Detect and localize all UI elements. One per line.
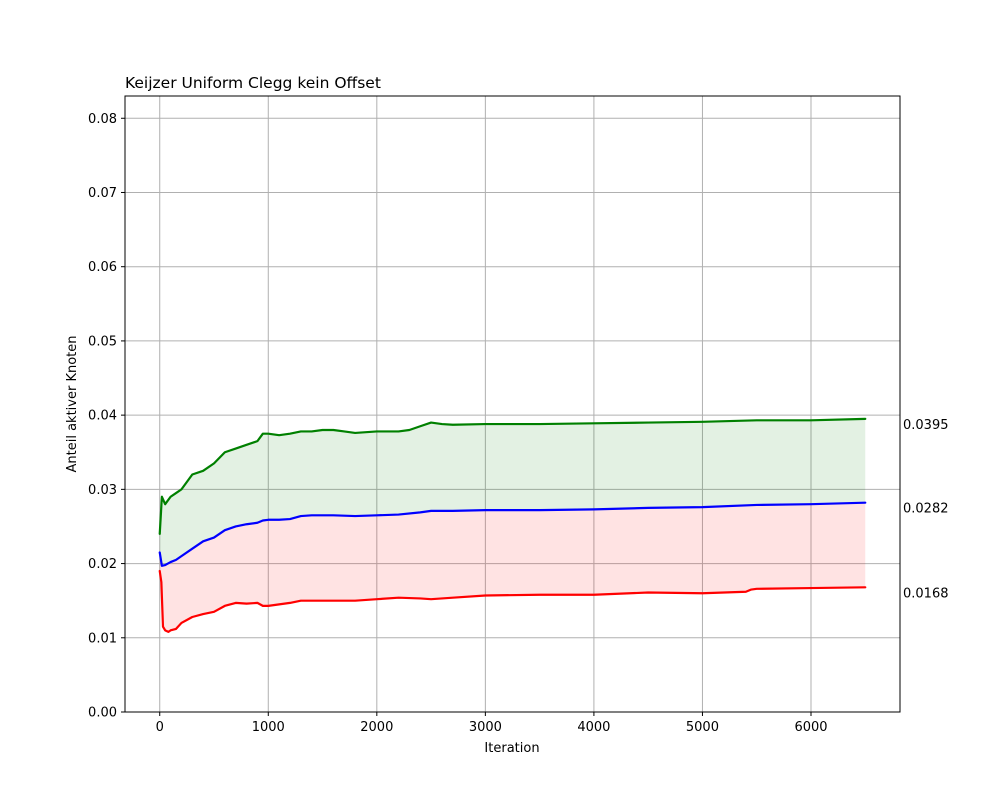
y-tick-label: 0.08 [88, 112, 117, 127]
y-tick-label: 0.07 [88, 186, 117, 201]
x-tick-label: 5000 [686, 720, 719, 735]
series-end-label-0: 0.0395 [903, 418, 949, 433]
series-line-0 [158, 417, 867, 535]
x-tick-label: 1000 [252, 720, 285, 735]
series-line-1 [158, 501, 867, 567]
y-tick-label: 0.00 [88, 706, 117, 721]
series-layer [158, 417, 867, 633]
y-tick-label: 0.03 [88, 483, 117, 498]
grid-layer [125, 96, 900, 713]
x-tick-label: 0 [156, 720, 164, 735]
series-end-label-1: 0.0282 [903, 502, 949, 517]
chart-title: Keijzer Uniform Clegg kein Offset [125, 74, 381, 92]
series-end-label-2: 0.0168 [903, 586, 949, 601]
tick-layer: 0 1000 2000 3000 4000 5000 6000 0.00 0.01 0.02 0.0… [88, 112, 827, 735]
x-tick-label: 2000 [360, 720, 393, 735]
y-tick-label: 0.04 [88, 409, 117, 424]
end-label-layer: 0.0395 0.0282 0.0168 [903, 418, 949, 601]
series-line-2 [158, 569, 867, 633]
fill-layer [159, 418, 866, 632]
y-tick-label: 0.05 [88, 334, 117, 349]
band-fill [159, 418, 866, 566]
band-fill [159, 502, 866, 632]
y-axis-label: Anteil aktiver Knoten [65, 335, 80, 472]
y-tick-label: 0.06 [88, 260, 117, 275]
x-axis-label: Iteration [484, 741, 539, 756]
y-tick-label: 0.01 [88, 631, 117, 646]
x-tick-label: 3000 [469, 720, 502, 735]
x-tick-label: 4000 [577, 720, 610, 735]
x-tick-label: 6000 [794, 720, 827, 735]
plot-frame [124, 95, 901, 713]
y-tick-label: 0.02 [88, 557, 117, 572]
